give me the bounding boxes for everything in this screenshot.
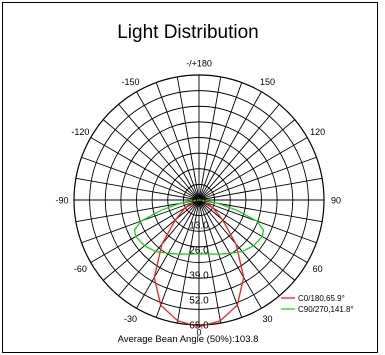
grid-spoke <box>75 177 200 201</box>
angle-tick-label: -30 <box>124 314 137 324</box>
grid-spoke <box>198 199 296 281</box>
grid-spoke <box>176 76 200 201</box>
grid-spoke <box>198 199 280 297</box>
grid-spoke <box>198 119 296 201</box>
grid-spoke <box>198 82 243 201</box>
grid-spoke <box>198 103 280 201</box>
grid-spoke <box>176 199 200 324</box>
chart-frame <box>2 2 378 353</box>
grid-spoke <box>118 103 200 201</box>
angle-tick-label: 30 <box>262 314 272 324</box>
angle-tick-label: -/+180 <box>186 59 212 69</box>
average-beam-angle-label: Average Bean Angle (50%):103.8 <box>117 334 259 345</box>
grid-spoke <box>198 199 262 309</box>
grid-spoke <box>198 199 308 263</box>
radial-tick-label: 52.0 <box>189 296 209 307</box>
chart-title: Light Distribution <box>117 22 259 43</box>
grid-spoke <box>102 119 200 201</box>
angle-tick-label: -150 <box>121 77 139 87</box>
series-c90-270-curve <box>133 199 265 255</box>
radial-tick-label: 26.0 <box>189 246 209 257</box>
grid-spoke <box>136 91 200 201</box>
grid-spoke <box>198 177 323 201</box>
radial-tick-label: 65.0 <box>189 321 209 332</box>
grid-spoke <box>155 82 200 201</box>
series-layer <box>133 199 265 328</box>
radial-tick-label: 39.0 <box>189 271 209 282</box>
grid-spoke <box>102 199 200 281</box>
angle-tick-label: 0 <box>196 328 201 338</box>
grid-spoke <box>198 156 317 201</box>
angle-tick-label: -90 <box>55 196 68 206</box>
angle-tick-label: 60 <box>313 264 323 274</box>
grid-spoke <box>198 91 262 201</box>
legend: C0/180,65.9° C90/270,141.8° <box>281 294 354 314</box>
grid-spoke <box>198 199 222 324</box>
grid-spoke <box>198 76 222 201</box>
grid-spoke <box>198 137 308 201</box>
radial-tick-label: 13.0 <box>189 221 209 232</box>
legend-label: C0/180,65.9° <box>298 294 345 303</box>
grid-spoke <box>118 199 200 297</box>
radial-tick-label: 0.0 <box>192 196 206 207</box>
angle-tick-label: 150 <box>260 77 275 87</box>
angle-tick-label: 90 <box>331 196 341 206</box>
radial-labels: 0.0 13.0 26.0 39.0 52.0 65.0 <box>189 196 209 332</box>
angle-tick-label: -60 <box>74 264 87 274</box>
grid-spoke <box>198 199 243 318</box>
angle-labels: -/+180 150 120 90 60 30 0 -30 -60 -90 -120 -150 <box>55 59 341 338</box>
grid-spoke <box>90 199 200 263</box>
grid-spoke <box>155 199 200 318</box>
grid-spoke <box>90 137 200 201</box>
angle-tick-label: -120 <box>71 127 89 137</box>
angle-tick-label: 120 <box>310 127 325 137</box>
legend-label: C90/270,141.8° <box>298 305 354 314</box>
grid-spoke <box>81 156 200 201</box>
grid-spoke <box>136 199 200 309</box>
